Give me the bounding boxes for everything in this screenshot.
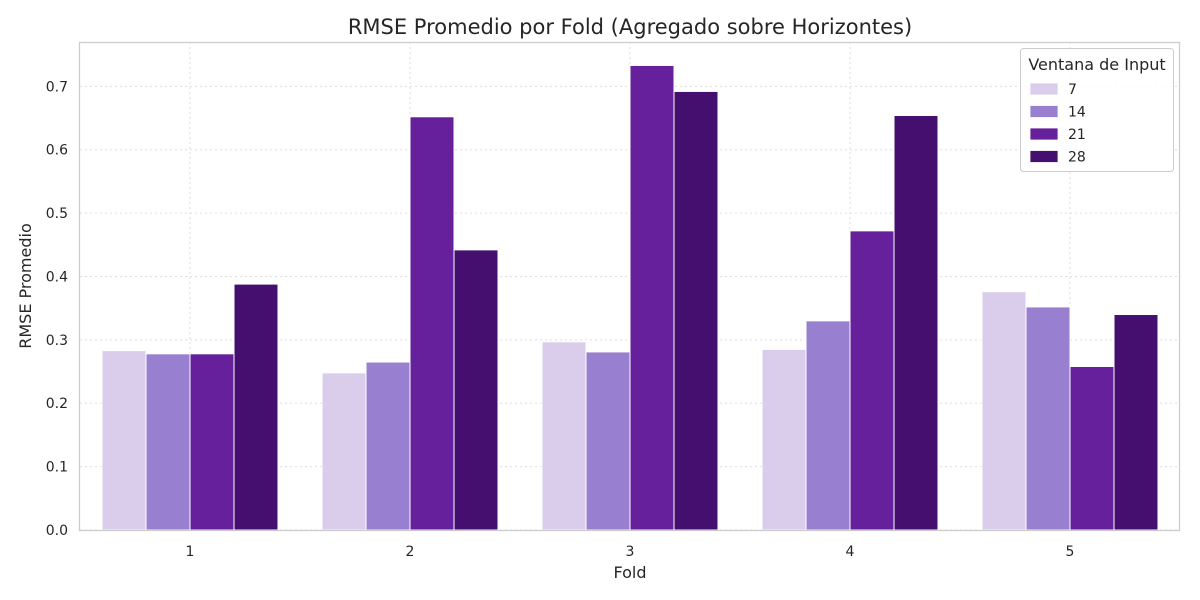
y-tick-label: 0.6 <box>46 143 68 159</box>
y-tick-label: 0.4 <box>46 269 68 285</box>
x-tick-label: 1 <box>186 544 195 560</box>
bar-series-28-fold-4 <box>893 115 939 531</box>
legend-frame <box>1020 48 1174 172</box>
x-tick-label: 3 <box>626 544 635 560</box>
legend: Ventana de Input 7 14 21 28 <box>1020 48 1174 172</box>
y-tick-label: 0.3 <box>46 333 68 349</box>
bar-series-21-fold-2 <box>409 116 455 531</box>
y-tick-label: 0.5 <box>46 206 68 222</box>
bar-series-14-fold-5 <box>1025 306 1071 531</box>
x-tick-label: 5 <box>1066 544 1075 560</box>
bar-series-21-fold-1 <box>189 353 235 531</box>
bars <box>101 64 1159 531</box>
legend-label-14: 14 <box>1068 105 1086 121</box>
legend-label-7: 7 <box>1068 82 1077 98</box>
bar-series-7-fold-3 <box>541 341 587 531</box>
x-tick-labels: 1 2 3 4 5 <box>186 544 1075 560</box>
bar-series-14-fold-2 <box>365 361 411 531</box>
bar-series-28-fold-2 <box>453 249 499 531</box>
y-tick-label: 0.1 <box>46 460 68 476</box>
x-axis-title: Fold <box>613 563 646 582</box>
x-tick-label: 4 <box>846 544 855 560</box>
bar-series-21-fold-4 <box>849 230 895 531</box>
y-tick-labels: 0.0 0.1 0.2 0.3 0.4 0.5 0.6 0.7 <box>46 79 68 539</box>
y-tick-label: 0.2 <box>46 396 68 412</box>
bar-series-28-fold-5 <box>1113 314 1159 531</box>
y-tick-label: 0.0 <box>46 523 68 539</box>
bar-series-28-fold-3 <box>673 90 719 531</box>
legend-label-21: 21 <box>1068 127 1086 143</box>
bar-series-14-fold-4 <box>805 320 851 531</box>
bar-series-7-fold-5 <box>981 291 1027 531</box>
chart-title: RMSE Promedio por Fold (Agregado sobre H… <box>348 15 912 39</box>
bar-series-14-fold-3 <box>585 351 631 531</box>
bar-series-28-fold-1 <box>233 283 279 531</box>
legend-title: Ventana de Input <box>1028 55 1165 74</box>
y-tick-label: 0.7 <box>46 79 68 95</box>
legend-swatch-21 <box>1029 127 1059 141</box>
bar-series-7-fold-2 <box>321 372 367 531</box>
legend-swatch-28 <box>1029 150 1059 163</box>
legend-swatch-7 <box>1029 82 1059 96</box>
bar-series-7-fold-1 <box>101 350 147 531</box>
y-axis-title: RMSE Promedio <box>16 223 35 348</box>
x-tick-label: 2 <box>406 544 415 560</box>
bar-series-7-fold-4 <box>761 348 807 531</box>
bar-series-21-fold-5 <box>1069 365 1115 531</box>
bar-series-21-fold-3 <box>629 64 675 531</box>
plot-frame <box>78 41 1181 532</box>
legend-label-28: 28 <box>1068 150 1086 166</box>
legend-items: 7 14 21 28 <box>1029 82 1086 166</box>
legend-swatch-14 <box>1029 105 1059 118</box>
bar-series-14-fold-1 <box>145 353 191 531</box>
